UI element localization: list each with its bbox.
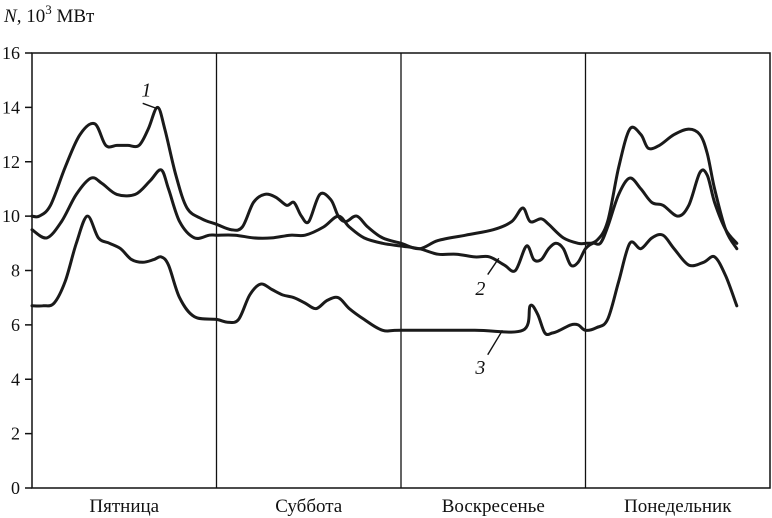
y-tick-label: 2 — [11, 424, 20, 444]
x-category-label: Понедельник — [624, 496, 732, 517]
y-tick-label: 4 — [11, 369, 20, 389]
y-axis-label: N, 103 МВт — [3, 2, 95, 27]
y-tick-label: 6 — [11, 315, 20, 335]
x-category-label: Воскресенье — [442, 496, 545, 517]
series-2-label: 2 — [475, 278, 485, 300]
series-3-label: 3 — [474, 357, 485, 379]
series-2-line — [30, 168, 739, 273]
y-tick-label: 16 — [2, 43, 20, 63]
series-3-line — [30, 214, 739, 337]
y-tick-label: 8 — [11, 261, 20, 281]
x-category-label: Пятница — [89, 496, 159, 517]
y-ticks: 0 2 4 6 8 10 12 14 16 — [2, 43, 32, 498]
y-tick-label: 14 — [2, 97, 20, 117]
series-1-line — [30, 105, 739, 251]
y-tick-label: 10 — [2, 206, 20, 226]
series-1-label: 1 — [141, 80, 151, 102]
series-3-leader — [487, 329, 504, 356]
series-2-leader — [487, 257, 500, 275]
series-labels: 1 2 3 — [141, 80, 504, 379]
x-category-label: Суббота — [275, 496, 343, 517]
y-tick-label: 12 — [2, 152, 20, 172]
series-1-leader — [142, 102, 158, 110]
x-categories: Пятница Суббота Воскресенье Понедельник — [89, 496, 732, 517]
y-tick-label: 0 — [11, 478, 20, 498]
series-lines — [30, 105, 739, 337]
day-dividers — [215, 53, 587, 488]
